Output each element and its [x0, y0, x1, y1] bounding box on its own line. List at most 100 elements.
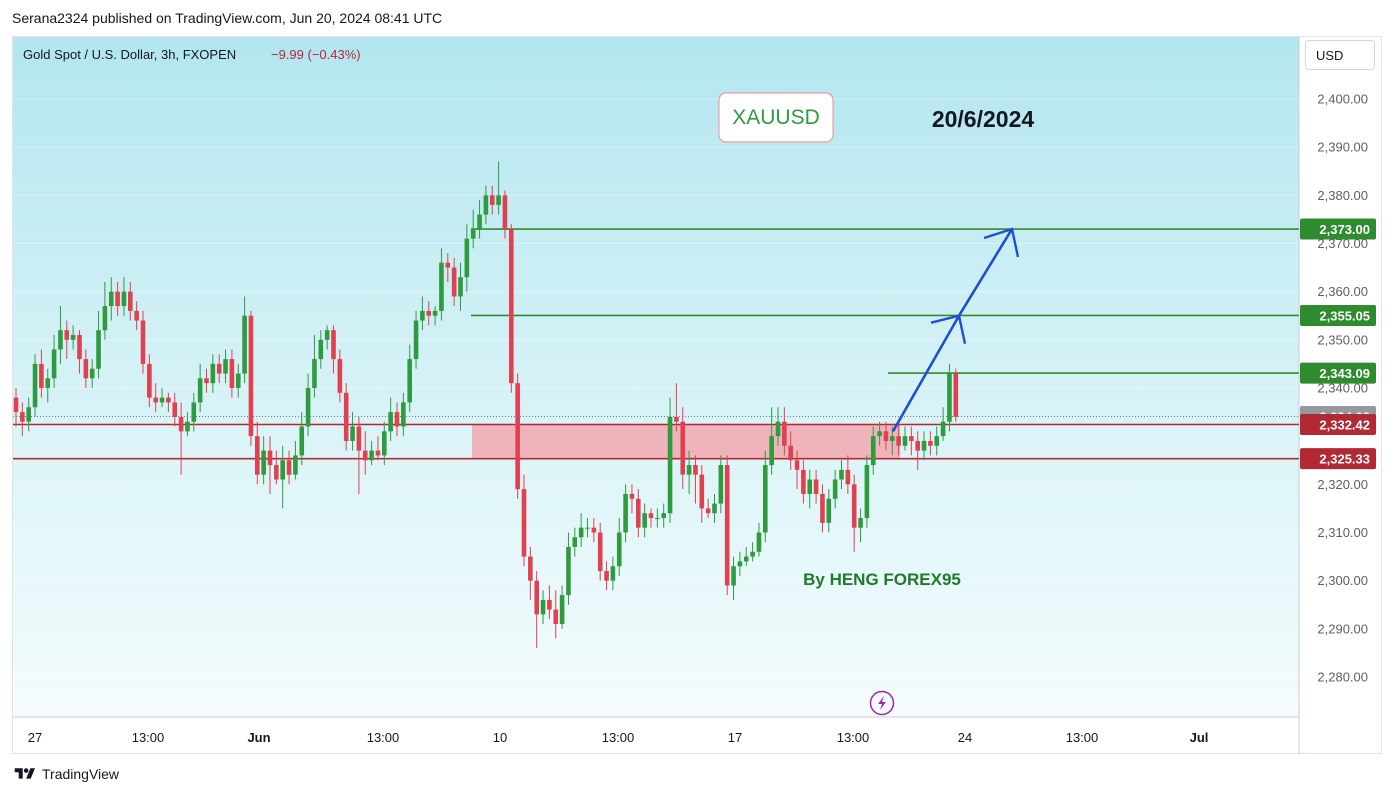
- footer-brand: TradingView: [42, 766, 120, 782]
- candle-body: [496, 195, 501, 205]
- y-tick-label: 2,310.00: [1317, 525, 1368, 540]
- candle-body: [648, 513, 654, 519]
- x-tick-label: 13:00: [1066, 730, 1099, 745]
- price-label-box: [1300, 304, 1376, 326]
- candle-body: [801, 469, 806, 494]
- candle-body: [286, 460, 292, 475]
- price-label-text: 2,325.33: [1319, 451, 1370, 466]
- candle-body: [585, 527, 590, 529]
- y-tick-label: 2,390.00: [1317, 140, 1368, 155]
- price-label-box: [1300, 218, 1376, 240]
- y-tick-label: 2,320.00: [1317, 477, 1368, 492]
- candle-body: [509, 229, 514, 384]
- symbol-box: [718, 92, 834, 143]
- target-lines: [471, 228, 1299, 374]
- candle-body: [140, 320, 146, 364]
- candle-body: [426, 310, 432, 316]
- candle-body: [280, 460, 285, 480]
- symbol-box-label: XAUUSD: [732, 106, 820, 129]
- lightning-icon[interactable]: [869, 690, 895, 716]
- legend-change: −9.99 (−0.43%): [271, 47, 361, 62]
- candle-body: [686, 465, 692, 475]
- publication-info: Serana2324 published on TradingView.com,…: [12, 10, 443, 26]
- candle-body: [235, 373, 241, 388]
- candle-body: [394, 412, 400, 427]
- candle-body: [96, 330, 101, 369]
- x-tick-label: 13:00: [132, 730, 165, 745]
- arrow-head: [983, 227, 1020, 258]
- x-tick-label: 13:00: [602, 730, 635, 745]
- candle-body: [502, 195, 508, 230]
- candle-body: [121, 291, 127, 307]
- candle-body: [718, 465, 724, 504]
- candle-body: [782, 421, 787, 446]
- candle-body: [921, 440, 927, 451]
- candle-body: [883, 431, 889, 441]
- x-tick-label: Jun: [247, 730, 270, 745]
- candle-body: [451, 267, 457, 297]
- candle-body: [489, 195, 495, 205]
- candle-body: [102, 306, 108, 331]
- candle-body: [515, 383, 520, 490]
- candle-body: [83, 359, 89, 379]
- candle-body: [185, 421, 190, 432]
- candle-body: [147, 363, 152, 398]
- candle-body: [724, 465, 730, 586]
- currency-button[interactable]: USD: [1305, 40, 1375, 70]
- candle-body: [108, 291, 114, 307]
- candle-body: [540, 599, 546, 615]
- candle-body: [693, 465, 698, 475]
- candle-body: [369, 450, 374, 461]
- candle-body: [70, 334, 76, 340]
- candle-body: [870, 436, 876, 466]
- candle-body: [343, 392, 349, 441]
- candle-body: [832, 479, 838, 499]
- candle-body: [661, 513, 666, 519]
- candle-body: [299, 426, 305, 456]
- candle-body: [909, 436, 914, 441]
- candle-body: [477, 214, 482, 230]
- x-tick-label: Jul: [1190, 730, 1209, 745]
- candle-body: [223, 359, 228, 374]
- zone-box: [472, 424, 900, 459]
- candle-body: [178, 416, 184, 432]
- candle-body: [362, 450, 368, 461]
- x-tick-label: 13:00: [837, 730, 870, 745]
- price-label-box: [1300, 413, 1376, 435]
- candle-body: [750, 551, 755, 557]
- candle-body: [274, 465, 279, 480]
- candle-body: [312, 359, 317, 388]
- candle-body: [731, 566, 736, 586]
- candle-body: [350, 426, 355, 441]
- footer: TradingView: [12, 766, 119, 782]
- candle-body: [51, 349, 57, 379]
- candle-body: [420, 310, 425, 321]
- candle-body: [464, 238, 470, 278]
- candle-body: [318, 339, 324, 360]
- price-label-box: [1300, 448, 1376, 470]
- x-tick-label: 24: [958, 730, 972, 745]
- candle-body: [680, 421, 686, 475]
- candle-body: [216, 363, 222, 374]
- price-label-text: 2,373.00: [1319, 222, 1370, 237]
- candle-body: [458, 277, 463, 297]
- candle-body: [39, 363, 44, 388]
- price-label-text: 2,355.05: [1319, 308, 1370, 323]
- candle-body: [820, 493, 825, 523]
- candle-body: [20, 412, 25, 422]
- candle-body: [737, 561, 743, 567]
- candle-body: [77, 334, 82, 360]
- candle-body: [642, 513, 647, 528]
- candle-body: [32, 363, 38, 408]
- y-tick-label: 2,340.00: [1317, 380, 1368, 395]
- candle-body: [166, 397, 171, 403]
- candle-body: [159, 397, 165, 403]
- candle-body: [699, 474, 705, 509]
- candle-body: [788, 445, 793, 461]
- candle-body: [439, 262, 444, 311]
- candle-body: [115, 291, 120, 307]
- candle-body: [763, 465, 768, 533]
- y-tick-label: 2,300.00: [1317, 573, 1368, 588]
- candle-body: [547, 599, 552, 610]
